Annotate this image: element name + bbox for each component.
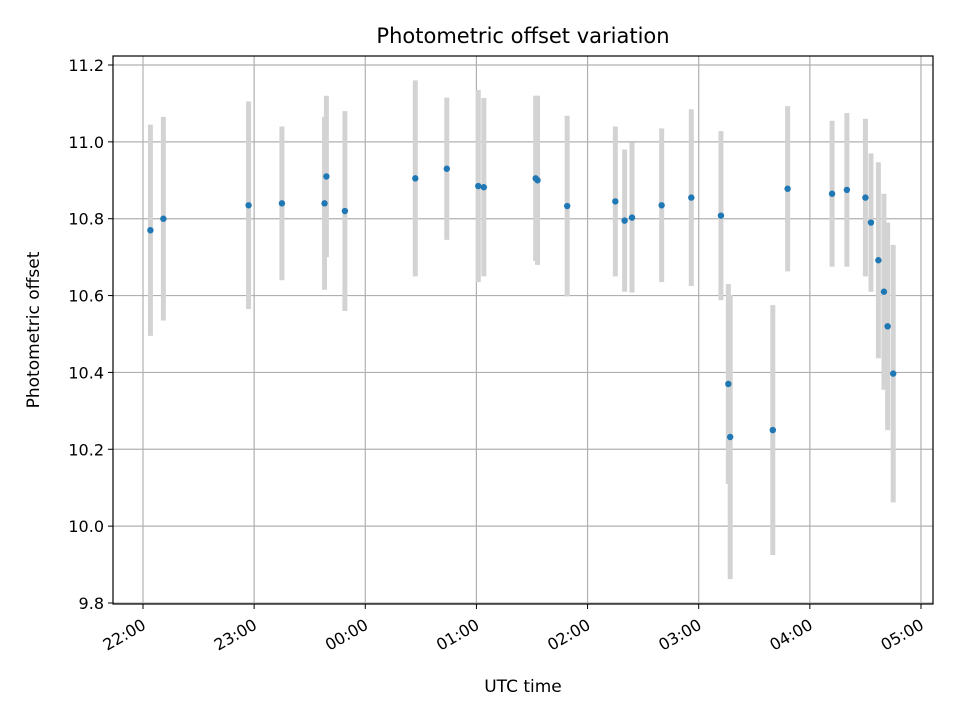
data-point	[534, 177, 541, 184]
data-point	[480, 184, 488, 191]
data-point	[658, 202, 665, 209]
y-tick-label: 11.0	[68, 133, 104, 152]
data-point	[443, 165, 450, 172]
data-point	[412, 175, 419, 182]
data-point	[475, 182, 482, 190]
data-point	[321, 200, 328, 207]
y-axis-title: Photometric offset	[24, 251, 44, 408]
data-point	[563, 202, 571, 210]
data-point	[725, 380, 732, 388]
data-point	[688, 194, 695, 201]
data-point	[875, 257, 882, 264]
y-tick-label: 10.6	[68, 287, 104, 306]
data-point	[769, 426, 776, 434]
y-tick-label: 9.8	[79, 594, 104, 613]
y-tick-label: 10.2	[68, 440, 104, 459]
data-point	[862, 194, 869, 201]
plot-frame	[112, 55, 934, 605]
y-tick-label: 10.8	[68, 210, 104, 229]
data-point	[245, 202, 252, 209]
data-point	[884, 323, 891, 330]
data-point	[160, 215, 167, 222]
x-axis-title: UTC time	[484, 677, 562, 697]
y-tick-label: 11.2	[68, 56, 104, 75]
chart-title: Photometric offset variation	[376, 24, 669, 48]
data-points	[147, 165, 897, 441]
data-point	[323, 173, 330, 180]
data-point	[843, 186, 851, 194]
data-point	[889, 370, 897, 377]
data-point	[621, 217, 628, 224]
data-point	[628, 214, 636, 221]
data-point	[717, 212, 725, 219]
y-tick-label: 10.0	[68, 517, 104, 536]
data-point	[726, 433, 734, 441]
y-tick-label: 10.4	[68, 363, 104, 382]
gridlines	[113, 56, 933, 604]
data-point	[147, 227, 154, 234]
data-point	[784, 185, 791, 192]
y-axis-ticks: 9.8 10.0 10.2 10.4 10.6 10.8 11.0 11.2	[68, 56, 113, 613]
data-point	[278, 200, 286, 207]
data-point	[867, 219, 875, 226]
data-point	[828, 190, 836, 197]
data-point	[341, 207, 349, 215]
data-point	[612, 198, 619, 205]
data-point	[880, 288, 888, 295]
